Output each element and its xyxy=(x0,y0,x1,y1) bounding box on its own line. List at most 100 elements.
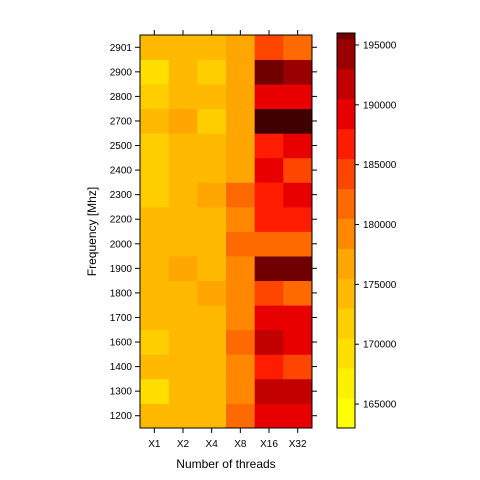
heatmap-cell xyxy=(226,232,255,257)
colorbar-tick-label: 185000 xyxy=(363,160,397,171)
heatmap-cell xyxy=(140,232,169,257)
heatmap-cell xyxy=(226,256,255,281)
heatmap-cell xyxy=(255,158,284,183)
heatmap-cell xyxy=(255,281,284,306)
heatmap-cell xyxy=(140,84,169,109)
heatmap-cell xyxy=(226,330,255,355)
heatmap-cell xyxy=(255,256,284,281)
heatmap-cell xyxy=(197,354,226,379)
colorbar-tick-label: 190000 xyxy=(363,100,397,111)
heatmap-cell xyxy=(169,305,198,330)
colorbar-tick-label: 170000 xyxy=(363,340,397,351)
x-tick-label: X1 xyxy=(148,439,161,450)
y-tick-label: 1800 xyxy=(110,288,133,299)
heatmap-cell xyxy=(283,158,312,183)
heatmap-cell xyxy=(283,305,312,330)
colorbar-swatch xyxy=(337,39,355,69)
heatmap-cell xyxy=(140,256,169,281)
heatmap-cell xyxy=(255,330,284,355)
colorbar-swatch xyxy=(337,219,355,249)
heatmap-cell xyxy=(226,403,255,428)
heatmap-cell xyxy=(283,379,312,404)
heatmap-cell xyxy=(283,35,312,60)
heatmap-cell xyxy=(255,84,284,109)
heatmap-cell xyxy=(169,330,198,355)
heatmap-cell xyxy=(226,133,255,158)
y-tick-label: 2700 xyxy=(110,116,133,127)
heatmap-cell xyxy=(283,207,312,232)
heatmap-cell xyxy=(197,182,226,207)
heatmap-cell xyxy=(226,379,255,404)
heatmap-cell xyxy=(140,158,169,183)
heatmap-cell xyxy=(197,379,226,404)
x-tick-label: X4 xyxy=(206,439,219,450)
colorbar-swatch xyxy=(337,33,355,39)
heatmap-cell xyxy=(169,60,198,85)
heatmap-cell xyxy=(169,379,198,404)
heatmap-cell xyxy=(140,109,169,134)
heatmap-cell xyxy=(140,281,169,306)
colorbar xyxy=(337,33,355,428)
heatmap-cell xyxy=(255,403,284,428)
heatmap-cell xyxy=(283,84,312,109)
heatmap-cell xyxy=(197,305,226,330)
heatmap-cell xyxy=(140,379,169,404)
x-axis-title: Number of threads xyxy=(176,457,275,471)
heatmap-cell xyxy=(226,158,255,183)
heatmap-cell xyxy=(169,281,198,306)
colorbar-swatch xyxy=(337,69,355,99)
y-tick-label: 2200 xyxy=(110,215,133,226)
y-tick-label: 2800 xyxy=(110,92,133,103)
y-axis-title: Frequency [Mhz] xyxy=(85,187,99,276)
y-tick-label: 2000 xyxy=(110,239,133,250)
colorbar-swatch xyxy=(337,248,355,278)
heatmap-cell xyxy=(140,60,169,85)
colorbar-swatch xyxy=(337,368,355,398)
y-tick-label: 1200 xyxy=(110,411,133,422)
heatmap-cell xyxy=(226,207,255,232)
heatmap-cell xyxy=(197,109,226,134)
heatmap-cell xyxy=(283,60,312,85)
heatmap-cells xyxy=(140,35,312,428)
heatmap-cell xyxy=(169,133,198,158)
heatmap-cell xyxy=(283,133,312,158)
heatmap-cell xyxy=(140,354,169,379)
colorbar-swatch xyxy=(337,189,355,219)
colorbar-ticks: 165000 170000 175000 180000 185000 190000 1950… xyxy=(355,40,397,410)
x-tick-label: X32 xyxy=(289,439,307,450)
colorbar-tick-label: 180000 xyxy=(363,220,397,231)
colorbar-tick-label: 195000 xyxy=(363,40,397,51)
y-tick-label: 1700 xyxy=(110,313,133,324)
heatmap-cell xyxy=(283,330,312,355)
heatmap-cell xyxy=(255,305,284,330)
heatmap-cell xyxy=(140,403,169,428)
heatmap-cell xyxy=(283,109,312,134)
heatmap-cell xyxy=(169,207,198,232)
heatmap-cell xyxy=(169,84,198,109)
heatmap-cell xyxy=(255,354,284,379)
heatmap-cell xyxy=(169,182,198,207)
heatmap-cell xyxy=(255,35,284,60)
y-tick-label: 2300 xyxy=(110,190,133,201)
heatmap-cell xyxy=(140,330,169,355)
heatmap-cell xyxy=(255,133,284,158)
colorbar-swatch xyxy=(337,129,355,159)
heatmap-cell xyxy=(197,330,226,355)
heatmap-cell xyxy=(197,158,226,183)
heatmap-cell xyxy=(197,207,226,232)
y-tick-label: 2400 xyxy=(110,166,133,177)
heatmap-cell xyxy=(283,256,312,281)
heatmap-cell xyxy=(283,403,312,428)
colorbar-swatch xyxy=(337,398,355,428)
y-tick-label: 1300 xyxy=(110,387,133,398)
heatmap-cell xyxy=(140,305,169,330)
heatmap-cell xyxy=(283,182,312,207)
heatmap-cell xyxy=(255,109,284,134)
colorbar-swatch xyxy=(337,278,355,308)
heatmap-cell xyxy=(226,305,255,330)
heatmap-cell xyxy=(255,182,284,207)
heatmap-cell xyxy=(197,60,226,85)
heatmap-cell xyxy=(226,354,255,379)
heatmap-cell xyxy=(169,256,198,281)
